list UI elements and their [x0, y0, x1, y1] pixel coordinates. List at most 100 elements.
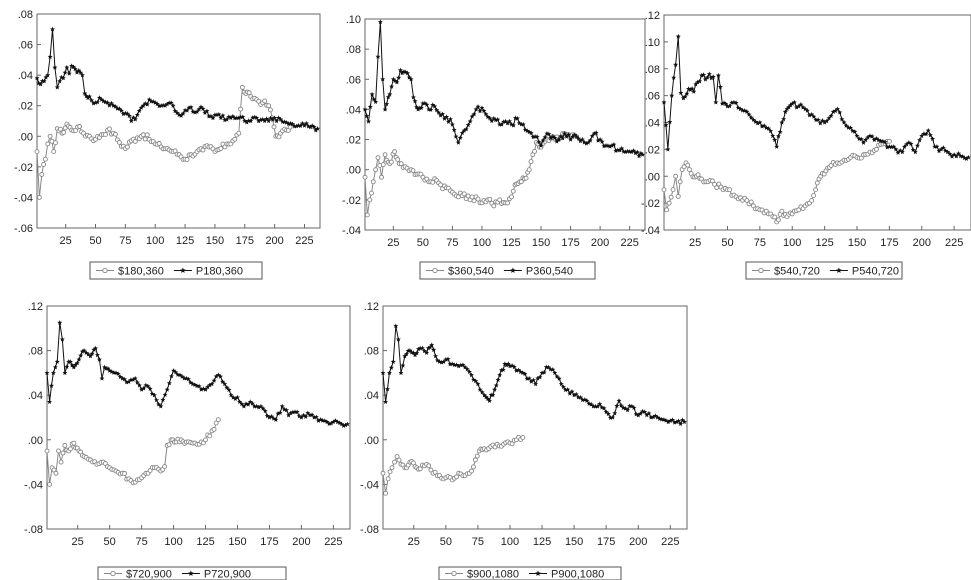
- data-point: [216, 111, 222, 117]
- data-point: [58, 459, 64, 465]
- data-point: [237, 399, 243, 404]
- data-point: [44, 448, 50, 454]
- x-tick-label: 175: [236, 235, 254, 247]
- data-point: [538, 143, 544, 148]
- data-point: [693, 81, 699, 87]
- data-point: [746, 111, 752, 117]
- y-tick-label: .04: [18, 70, 33, 82]
- data-point: [238, 106, 244, 112]
- x-tick-label: 125: [196, 536, 214, 548]
- data-point: [531, 377, 536, 383]
- y-tick-label: -.08: [24, 524, 43, 536]
- data-point: [811, 193, 817, 199]
- data-point: [380, 76, 386, 82]
- data-point: [925, 127, 931, 133]
- data-point: [138, 105, 144, 110]
- data-point: [91, 100, 96, 106]
- data-point: [341, 423, 347, 428]
- data-point: [526, 375, 532, 381]
- data-point: [585, 139, 591, 145]
- data-point: [38, 81, 44, 87]
- data-point: [364, 212, 370, 218]
- data-point: [147, 386, 153, 391]
- data-point: [124, 111, 130, 116]
- data-point: [447, 116, 453, 122]
- x-tick-label: 225: [295, 235, 313, 247]
- data-point: [750, 117, 756, 122]
- data-point: [536, 139, 542, 145]
- data-point: [637, 411, 643, 416]
- series-spread-4: [44, 417, 221, 487]
- plot-frame: [364, 18, 646, 231]
- data-point: [548, 135, 554, 141]
- data-point: [546, 364, 551, 370]
- data-point: [727, 187, 733, 193]
- data-point: [218, 146, 224, 151]
- data-point: [684, 91, 690, 96]
- data-point: [469, 468, 474, 474]
- y-tick-label: .00: [346, 165, 361, 177]
- data-point: [607, 143, 613, 149]
- data-point: [618, 402, 624, 408]
- data-point: [371, 96, 377, 102]
- y-tick-label: .12: [364, 301, 379, 313]
- data-point: [854, 133, 860, 139]
- data-point: [629, 149, 635, 155]
- data-point: [669, 93, 675, 98]
- data-point: [457, 135, 463, 140]
- data-point: [277, 410, 283, 415]
- data-point: [269, 413, 275, 419]
- data-point: [395, 157, 401, 162]
- x-tick-label: 25: [72, 536, 84, 548]
- data-point: [34, 75, 40, 81]
- data-point: [861, 140, 866, 145]
- data-point: [397, 67, 403, 73]
- data-point: [272, 115, 278, 121]
- data-point: [824, 118, 830, 124]
- data-point: [200, 147, 206, 153]
- data-point: [665, 419, 671, 425]
- data-point: [45, 141, 51, 147]
- x-tick-label: 175: [260, 536, 278, 548]
- data-point: [509, 441, 515, 447]
- data-point: [64, 64, 70, 70]
- y-tick-label: .02: [18, 101, 33, 113]
- data-point: [139, 387, 145, 392]
- data-point: [676, 418, 682, 424]
- data-point: [570, 134, 576, 139]
- data-point: [625, 407, 631, 413]
- y-tick-label: .00: [18, 131, 33, 143]
- data-point: [207, 382, 213, 388]
- data-point: [106, 102, 112, 108]
- data-point: [565, 387, 571, 392]
- data-point: [451, 127, 457, 132]
- data-point: [104, 100, 110, 105]
- data-point: [757, 119, 763, 125]
- data-point: [156, 141, 162, 146]
- y-tick-label: .02: [346, 135, 361, 147]
- data-point: [610, 414, 616, 420]
- data-point: [832, 108, 838, 114]
- data-point: [170, 103, 176, 108]
- data-point: [303, 414, 309, 419]
- data-point: [682, 94, 688, 99]
- data-point: [217, 374, 223, 379]
- data-point: [882, 139, 888, 145]
- data-point: [601, 405, 607, 411]
- data-point: [154, 101, 160, 107]
- data-point: [144, 132, 150, 138]
- data-point: [537, 374, 543, 380]
- data-point: [528, 379, 534, 384]
- x-tick-label: 150: [206, 235, 224, 247]
- data-point: [953, 153, 959, 159]
- data-point: [432, 469, 438, 475]
- data-point: [904, 141, 910, 147]
- legend-marker: [432, 267, 438, 274]
- data-point: [244, 119, 250, 125]
- data-point: [442, 116, 448, 121]
- data-point: [324, 419, 330, 425]
- y-tick-label: .06: [346, 74, 361, 86]
- legend-label: $180,360: [118, 266, 164, 278]
- data-point: [708, 75, 714, 81]
- data-point: [505, 200, 511, 206]
